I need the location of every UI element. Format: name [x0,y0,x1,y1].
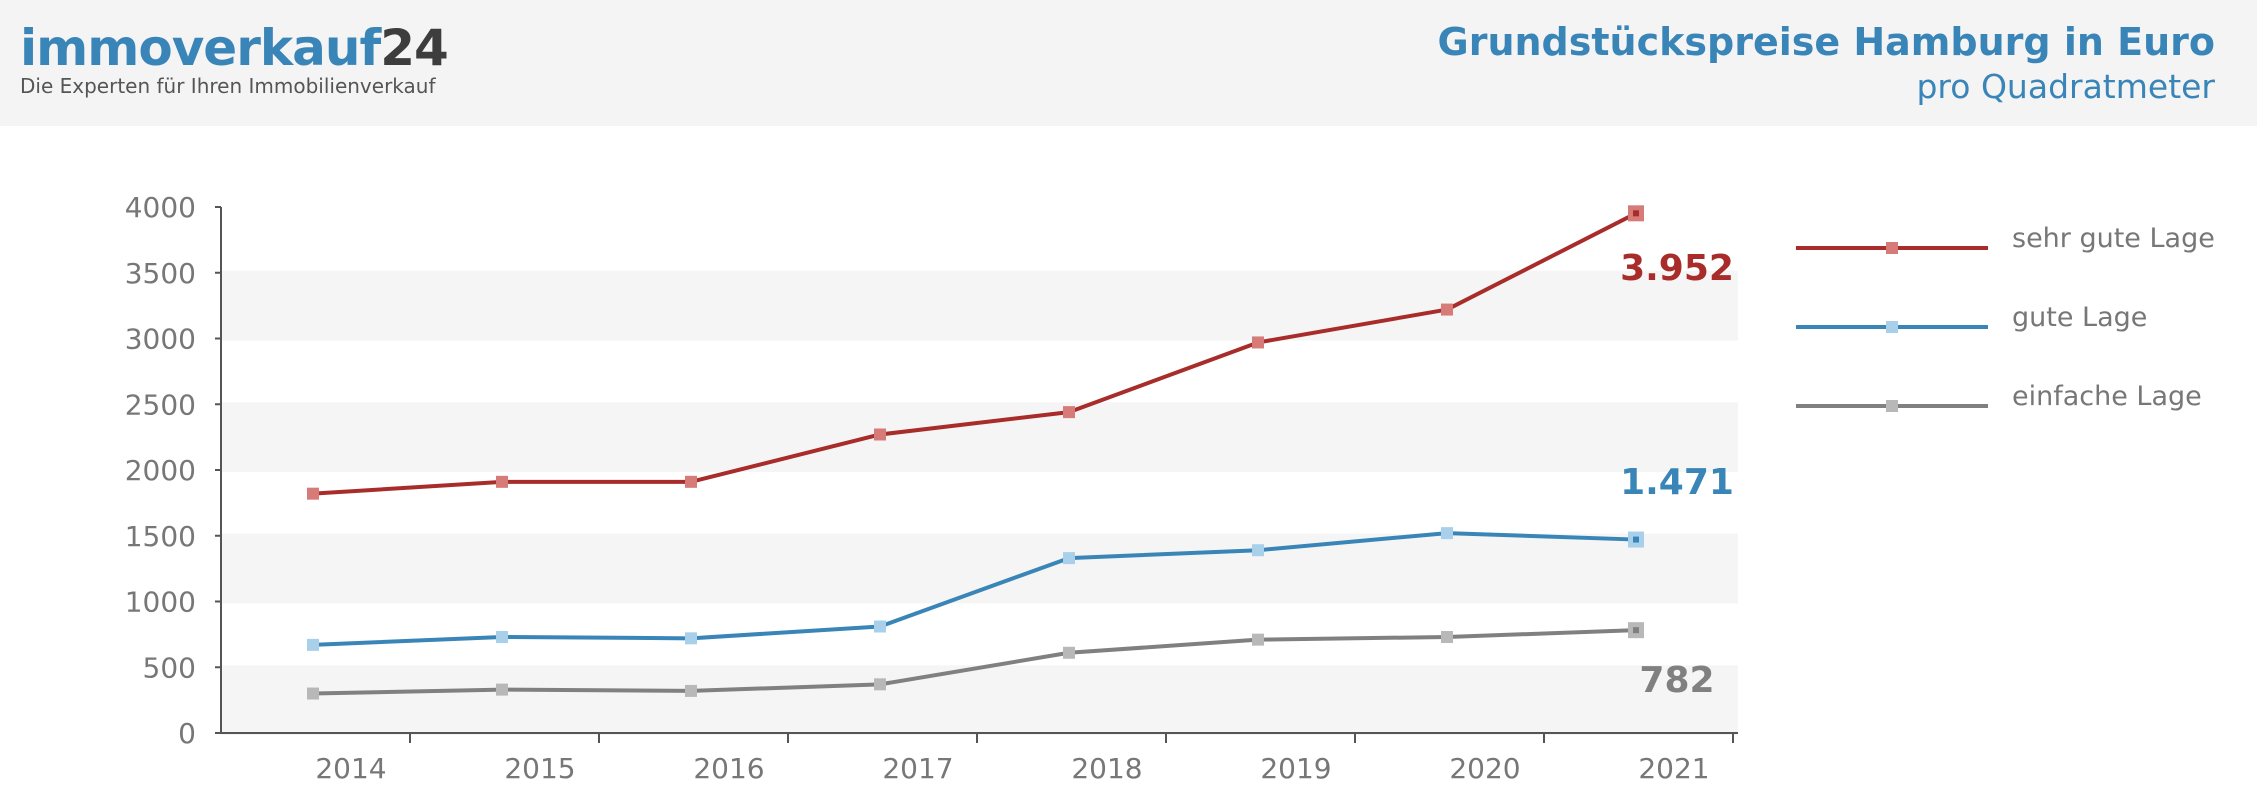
series-lines [307,205,1644,700]
end-value-label: 782 [1639,660,1714,701]
grid-bands [221,270,1738,735]
data-point [874,678,886,691]
y-tick-label: 2500 [125,388,196,421]
y-tick-label: 500 [143,651,196,684]
y-tick-label: 4000 [125,191,196,224]
grid-band [221,533,1738,604]
logo-tagline: Die Experten für Ihren Immobilienverkauf [20,74,436,98]
data-point [1063,406,1075,419]
data-point [307,487,319,500]
y-tick-label: 1500 [125,520,196,553]
grid-band [221,402,1738,472]
data-point [874,620,886,633]
x-tick-label: 2020 [1449,752,1520,785]
logo-wordmark: immoverkauf24 [20,18,449,78]
x-tick-label: 2014 [315,752,386,785]
legend-label: einfache Lage [2012,381,2202,412]
x-tick-label: 2017 [882,752,953,785]
legend: sehr gute Lage gute Lage einfache Lage [1796,223,2215,412]
chart-title: Grundstückspreise Hamburg in Euro [1437,20,2215,64]
legend-label: gute Lage [2012,302,2147,333]
logo[interactable]: immoverkauf24 Die Experten für Ihren Imm… [20,18,449,98]
axes: 0 500 1000 1500 2000 2500 3000 3500 4000 2014 2015… [125,191,1738,785]
legend-marker [1886,321,1898,333]
chart-title-block: Grundstückspreise Hamburg in Euro pro Qu… [1438,18,2215,108]
grid-band [221,270,1738,341]
data-point [1252,633,1264,646]
data-point [1252,544,1264,557]
data-point-core [1633,210,1639,217]
y-tick-label: 0 [178,717,196,750]
legend-marker [1886,242,1898,254]
series-line-2 [312,531,1637,647]
data-point [307,638,319,651]
x-tick-label: 2015 [504,752,575,785]
data-point [1441,527,1453,540]
data-point [496,631,508,644]
y-tick-label: 1000 [125,586,196,619]
header-bar: immoverkauf24 Die Experten für Ihren Imm… [0,0,2257,126]
data-point [1441,303,1453,316]
data-point [496,475,508,488]
x-tick-label: 2019 [1260,752,1331,785]
x-tick-label: 2018 [1071,752,1142,785]
data-point [1063,646,1075,659]
end-value-labels: 3.952 1.471 782 [1620,248,1734,701]
grid-band [221,665,1738,735]
legend-label: sehr gute Lage [2012,223,2215,254]
x-tick-label: 2016 [693,752,764,785]
legend-marker [1886,400,1898,412]
data-point [685,684,697,697]
y-tick-label: 3000 [125,323,196,356]
y-tick-label: 3500 [125,257,196,290]
series-line-1 [312,211,1637,496]
x-tick-label: 2021 [1638,752,1709,785]
end-value-label: 3.952 [1620,248,1734,289]
data-point [307,687,319,700]
logo-number: 24 [380,19,449,77]
data-point-core [1633,627,1639,634]
data-point [1252,336,1264,349]
data-point [685,632,697,645]
chart-subtitle: pro Quadratmeter [1916,67,2215,106]
data-point [496,683,508,696]
data-point [874,428,886,441]
series-line-3 [312,628,1637,696]
y-tick-label: 2000 [125,454,196,487]
end-value-label: 1.471 [1620,462,1734,503]
data-point [685,475,697,488]
data-point-core [1633,536,1639,543]
data-point [1441,631,1453,644]
data-point [1063,552,1075,565]
logo-word: immoverkauf [20,19,381,77]
